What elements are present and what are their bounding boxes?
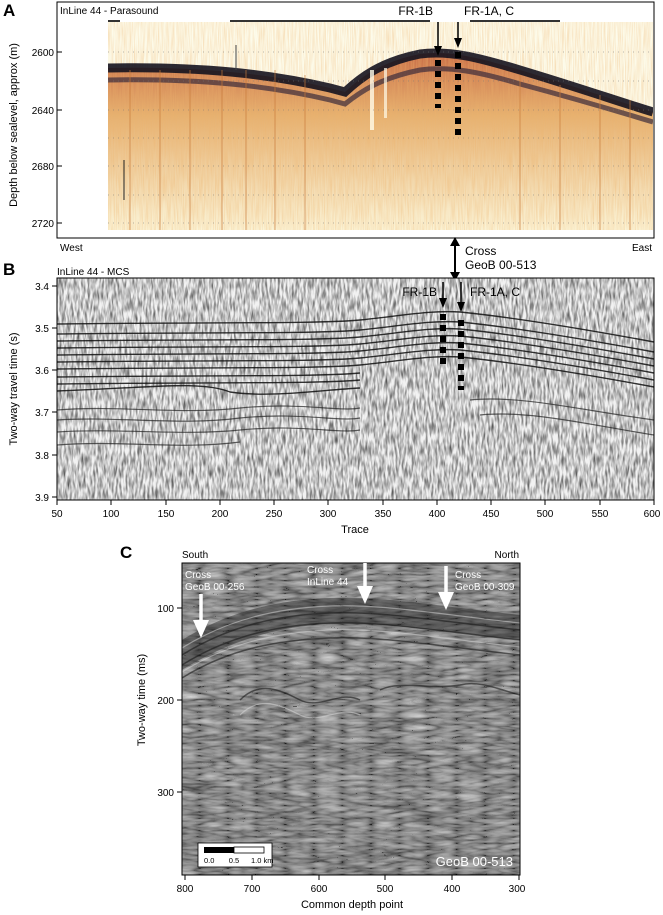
- panel-b-fr1ac-label: FR-1A, C: [470, 285, 520, 299]
- panel-a-y-label: Depth below sealevel, approx (m): [8, 43, 20, 207]
- cross-geob-00-513-indicator: Cross GeoB 00-513: [450, 237, 537, 281]
- panel-a-topbar: [108, 20, 120, 23]
- panel-c-y-tick: 300: [157, 788, 174, 799]
- panel-c-x-tick: 300: [509, 884, 526, 895]
- panel-c-cross3-line1: Cross: [455, 570, 481, 581]
- panel-b: B InLine 44 - MCS: [3, 260, 661, 536]
- panel-b-y-tick: 3.6: [35, 366, 49, 377]
- panel-b-x-tick: 50: [51, 509, 63, 520]
- panel-a-marker-fr1ac: FR-1A, C: [454, 4, 514, 140]
- panel-b-y-axis: 3.4 3.5 3.6 3.7 3.8 3.9 Two-way travel t…: [8, 282, 57, 504]
- panel-c-x-axis: 800 700 600 500 400 300 Common depth poi…: [177, 875, 526, 911]
- panel-b-x-tick: 200: [212, 509, 229, 520]
- panel-b-x-tick: 550: [592, 509, 609, 520]
- panel-c-y-axis: 100 200 300 Two-way time (ms): [136, 604, 182, 799]
- white-arrow-head: [357, 586, 373, 604]
- panel-b-marker-fr1b: FR-1B: [402, 282, 447, 366]
- panel-c-cross-geob-00-309: Cross GeoB 00-309: [438, 566, 515, 610]
- panel-b-y-label: Two-way travel time (s): [8, 332, 20, 445]
- panel-b-y-tick: 3.8: [35, 451, 49, 462]
- panel-c-x-tick: 600: [311, 884, 328, 895]
- panel-a-fr1b-label: FR-1B: [398, 4, 433, 18]
- panel-b-x-tick: 150: [158, 509, 175, 520]
- panel-a-frame: [56, 1, 655, 239]
- panel-c-cross1-line2: GeoB 00-256: [185, 582, 245, 593]
- scale-tick-0: 0.0: [204, 856, 214, 865]
- panel-c-y-tick: 200: [157, 696, 174, 707]
- panel-c-scale-bar: 0.0 0.5 1.0 km: [197, 842, 274, 868]
- panel-c-frame: [181, 562, 521, 876]
- panel-a-fr1ac-label: FR-1A, C: [464, 4, 514, 18]
- panel-c-x-tick: 800: [177, 884, 194, 895]
- panel-a: A InLine 44 - Parasound: [3, 1, 655, 254]
- panel-b-x-tick: 350: [375, 509, 392, 520]
- panel-b-x-tick: 450: [483, 509, 500, 520]
- scale-tick-1: 1.0 km: [251, 856, 274, 865]
- mcs-image: [57, 278, 654, 500]
- panel-c-y-tick: 100: [157, 604, 174, 615]
- panel-b-fr1b-label: FR-1B: [402, 285, 437, 299]
- panel-b-x-label: Trace: [341, 524, 369, 536]
- panel-c-north-label: North: [495, 550, 519, 561]
- scale-tick-05: 0.5: [229, 856, 239, 865]
- panel-a-west-label: West: [60, 243, 83, 254]
- panel-a-title: InLine 44 - Parasound: [60, 6, 158, 17]
- panel-b-x-tick: 300: [320, 509, 337, 520]
- panel-a-y-axis: 2600 2640 2680 2720 Depth below sealevel…: [8, 43, 62, 230]
- panel-c-y-label: Two-way time (ms): [136, 654, 148, 746]
- panel-c-south-label: South: [182, 550, 208, 561]
- panel-c-cross2-line2: InLine 44: [307, 577, 349, 588]
- panel-a-topbar: [230, 20, 430, 23]
- panel-c-profile-name: GeoB 00-513: [436, 854, 513, 869]
- geob-00-513-image: [182, 563, 520, 875]
- white-arrow-head: [193, 620, 209, 638]
- cross-label-line1: Cross: [465, 244, 496, 258]
- panel-a-letter: A: [3, 1, 15, 20]
- panel-c-cross3-line2: GeoB 00-309: [455, 582, 515, 593]
- panel-c-x-label: Common depth point: [301, 899, 403, 911]
- panel-b-x-tick: 400: [429, 509, 446, 520]
- panel-c-cross2-line1: Cross: [307, 565, 333, 576]
- panel-a-y-tick: 2600: [32, 48, 55, 59]
- panel-c-x-tick: 400: [444, 884, 461, 895]
- panel-b-title: InLine 44 - MCS: [57, 267, 130, 278]
- panel-b-frame: [56, 277, 655, 501]
- cross-label-line2: GeoB 00-513: [465, 258, 537, 272]
- panel-b-y-tick: 3.9: [35, 493, 49, 504]
- panel-c-x-tick: 500: [377, 884, 394, 895]
- panel-c: C South North: [120, 543, 526, 911]
- panel-c-cross1-line1: Cross: [185, 570, 211, 581]
- panel-b-x-tick: 100: [103, 509, 120, 520]
- panel-c-x-tick: 700: [244, 884, 261, 895]
- panel-b-y-tick: 3.4: [35, 282, 49, 293]
- panel-c-cross-geob-00-256: Cross GeoB 00-256: [185, 570, 245, 638]
- panel-c-letter: C: [120, 543, 132, 562]
- panel-b-x-axis: 50 100 150 200 250 300 350 400 450 500 5…: [51, 500, 661, 536]
- panel-c-cross-inline-44: Cross InLine 44: [307, 563, 373, 604]
- panel-b-marker-fr1ac: FR-1A, C: [457, 282, 520, 390]
- white-arrow-head: [438, 592, 454, 610]
- panel-a-y-tick: 2720: [32, 219, 55, 230]
- panel-b-y-tick: 3.5: [35, 324, 49, 335]
- panel-b-letter: B: [3, 260, 15, 279]
- panel-a-y-tick: 2640: [32, 106, 55, 117]
- panel-b-x-tick: 600: [644, 509, 661, 520]
- panel-a-east-label: East: [632, 243, 652, 254]
- panel-b-x-tick: 500: [537, 509, 554, 520]
- panel-a-marker-fr1b: FR-1B: [398, 4, 442, 108]
- panel-b-x-tick: 250: [266, 509, 283, 520]
- panel-a-topbar: [470, 20, 560, 23]
- parasound-image: [108, 22, 653, 230]
- panel-a-y-tick: 2680: [32, 162, 55, 173]
- panel-b-y-tick: 3.7: [35, 408, 49, 419]
